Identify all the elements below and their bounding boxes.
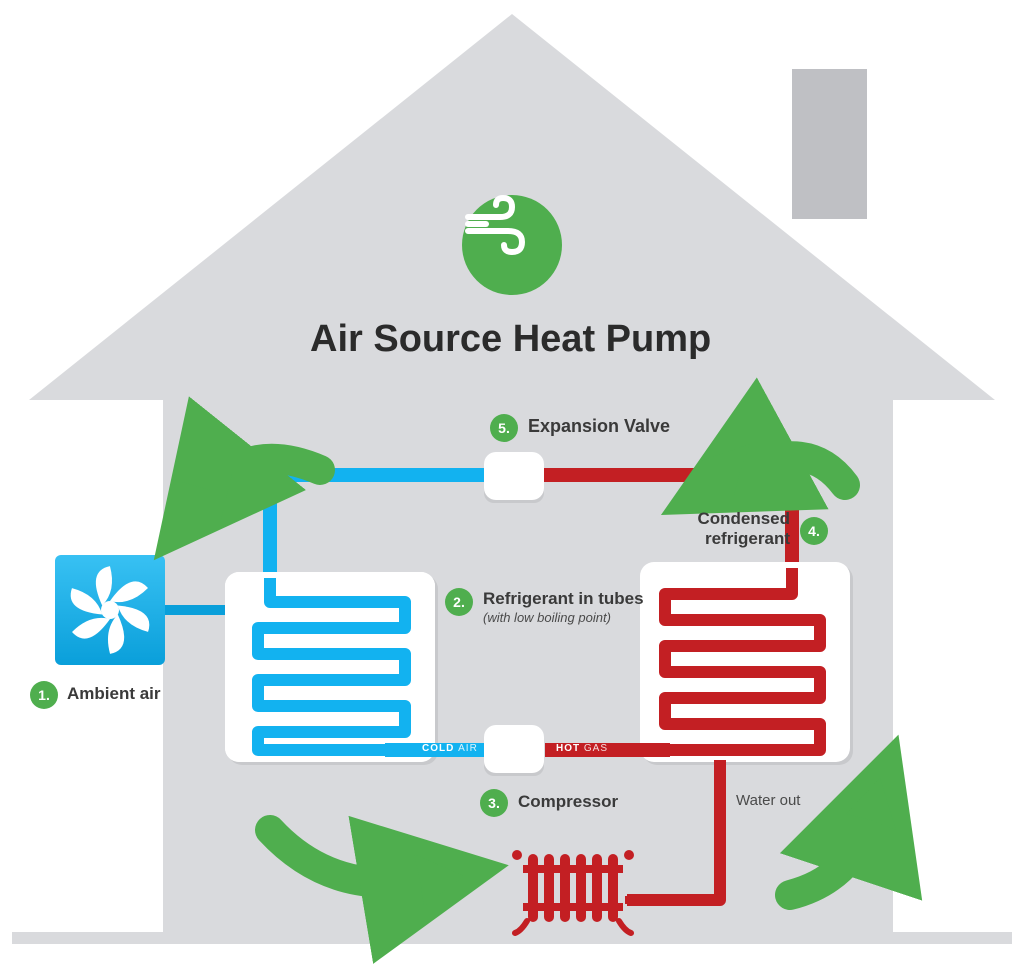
diagram-title: Air Source Heat Pump xyxy=(310,318,711,361)
label-ambient: Ambient air xyxy=(67,684,161,704)
label-hot: HOT GAS xyxy=(556,743,608,754)
badge-1: 1. xyxy=(30,681,58,709)
label-condensed-l2: refrigerant xyxy=(664,529,790,549)
diagram-svg xyxy=(0,0,1024,967)
expansion-valve xyxy=(484,452,544,500)
label-refrigerant-sub: (with low boiling point) xyxy=(483,610,611,625)
compressor xyxy=(484,725,544,773)
badge-4: 4. xyxy=(800,517,828,545)
wind-icon xyxy=(462,195,562,295)
diagram-stage: Air Source Heat Pump 5. Expansion Valve … xyxy=(0,0,1024,967)
label-compressor: Compressor xyxy=(518,792,618,812)
chimney xyxy=(792,69,867,219)
badge-5: 5. xyxy=(490,414,518,442)
label-condensed-l1: Condensed xyxy=(664,509,790,529)
badge-3: 3. xyxy=(480,789,508,817)
label-water-out: Water out xyxy=(736,792,800,809)
label-refrigerant: Refrigerant in tubes xyxy=(483,589,644,609)
label-expansion-valve: Expansion Valve xyxy=(528,416,670,437)
badge-2: 2. xyxy=(445,588,473,616)
label-cold: COLD AIR xyxy=(422,743,478,754)
ground xyxy=(12,932,1012,944)
